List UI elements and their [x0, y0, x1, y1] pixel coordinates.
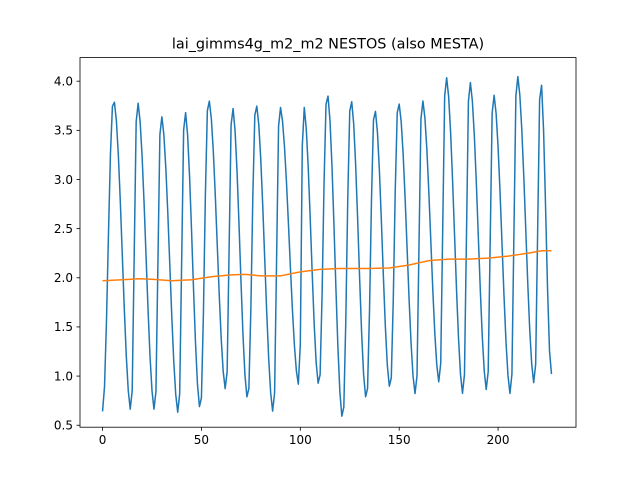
y-tick-label: 1.5 — [54, 320, 73, 334]
x-tick-label: 200 — [487, 433, 510, 447]
y-tick-label: 3.0 — [54, 173, 73, 187]
y-tick-label: 3.5 — [54, 124, 73, 138]
ticks-layer: 0 50 100 150 200 0.5 1.0 1.5 2.0 2.5 3.0 3.5 4.0 — [54, 74, 510, 447]
x-tick-label: 100 — [289, 433, 312, 447]
y-tick-label: 2.5 — [54, 222, 73, 236]
plot-frame — [79, 57, 577, 428]
y-tick-label: 0.5 — [54, 419, 73, 433]
y-tick-label: 1.0 — [54, 369, 73, 383]
x-tick-label: 0 — [99, 433, 107, 447]
x-tick-label: 150 — [388, 433, 411, 447]
y-tick-label: 2.0 — [54, 271, 73, 285]
series-layer — [101, 75, 553, 417]
chart-title: lai_gimms4g_m2_m2 NESTOS (also MESTA) — [172, 37, 484, 53]
y-tick-label: 4.0 — [54, 74, 73, 88]
series-line-trend — [102, 250, 552, 282]
series-line-lai — [101, 75, 553, 417]
x-tick-label: 50 — [194, 433, 209, 447]
